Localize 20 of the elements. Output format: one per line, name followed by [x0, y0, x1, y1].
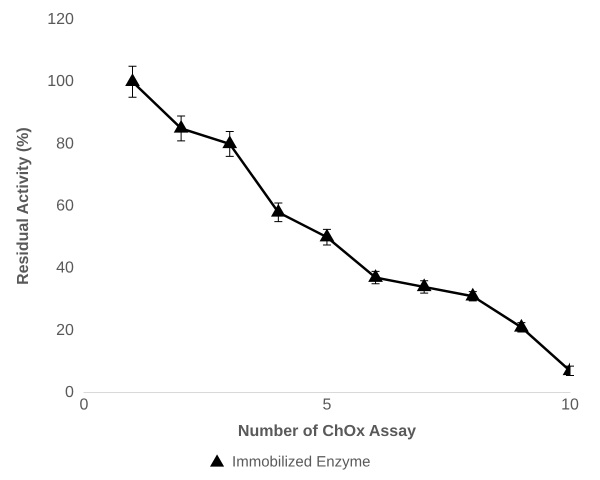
- point: [174, 121, 188, 133]
- point: [466, 288, 480, 300]
- y-tick-label: 40: [56, 260, 74, 277]
- point: [223, 136, 236, 148]
- y-axis-title: Residual Activity (%): [15, 127, 32, 285]
- x-tick-label: 5: [322, 396, 332, 414]
- x-tick-label: 0: [79, 396, 88, 414]
- point: [272, 205, 285, 217]
- y-tick-label: 120: [47, 11, 74, 28]
- point: [418, 280, 431, 292]
- y-tick-label: 20: [56, 322, 74, 339]
- point: [320, 230, 334, 242]
- x-tick-label: 10: [561, 396, 579, 414]
- y-tick-label: 80: [56, 135, 74, 152]
- x-axis-title: Number of ChOx Assay: [238, 422, 416, 440]
- point: [126, 74, 139, 86]
- y-tick-label: 100: [47, 73, 74, 90]
- legend-label: Immobilized Enzyme: [232, 454, 370, 471]
- y-tick-label: 0: [64, 384, 74, 402]
- y-tick-label: 60: [56, 198, 74, 215]
